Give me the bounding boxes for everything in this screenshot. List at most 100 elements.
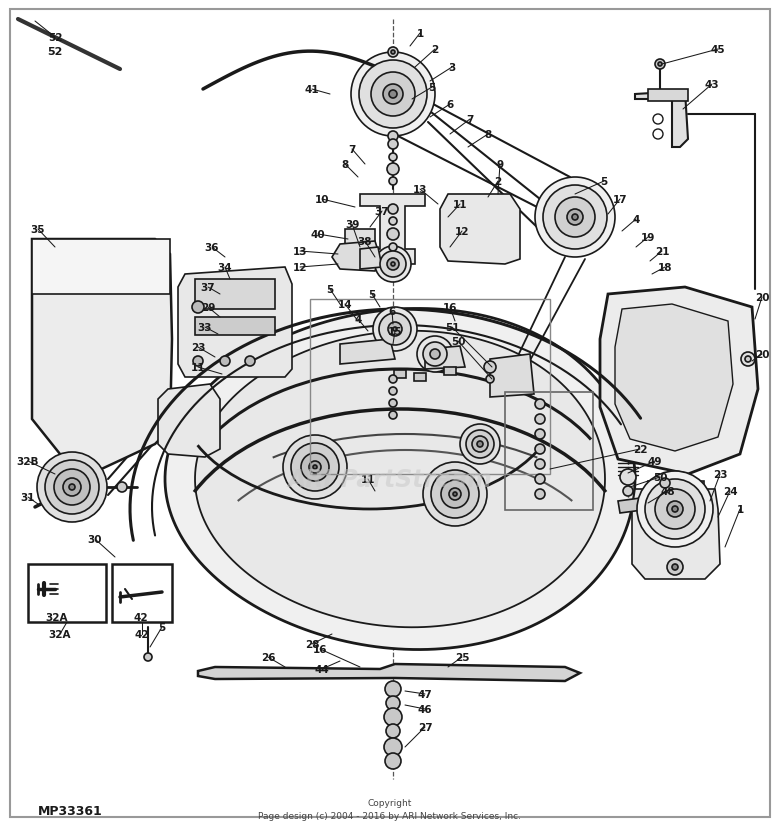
Bar [394, 370, 406, 379]
Circle shape [484, 361, 496, 374]
Circle shape [741, 352, 755, 366]
Circle shape [620, 470, 636, 485]
Bar [28, 564, 106, 622]
Text: 38: 38 [358, 237, 372, 246]
Text: 30: 30 [88, 534, 102, 544]
Circle shape [389, 154, 397, 162]
Polygon shape [198, 664, 580, 681]
Text: 5: 5 [158, 622, 165, 632]
Text: 8: 8 [484, 130, 491, 140]
Circle shape [69, 485, 75, 490]
Circle shape [417, 337, 453, 372]
Circle shape [291, 443, 339, 491]
Circle shape [387, 164, 399, 176]
Bar [310, 299, 550, 475]
Text: 22: 22 [633, 444, 647, 455]
Text: 27: 27 [417, 722, 432, 732]
Polygon shape [618, 497, 650, 514]
Circle shape [423, 342, 447, 366]
Circle shape [430, 350, 440, 360]
Text: 47: 47 [417, 689, 432, 699]
Circle shape [623, 486, 633, 496]
Text: 25: 25 [455, 653, 470, 662]
Circle shape [423, 462, 487, 526]
Text: 15: 15 [388, 327, 402, 337]
Circle shape [389, 91, 397, 99]
Text: 4: 4 [354, 314, 362, 325]
Text: 35: 35 [30, 225, 45, 235]
Text: 3: 3 [448, 63, 456, 73]
Circle shape [245, 356, 255, 366]
Circle shape [389, 412, 397, 419]
Polygon shape [345, 230, 375, 270]
Text: 32B: 32B [16, 457, 39, 466]
Circle shape [389, 244, 397, 251]
Text: 17: 17 [612, 195, 627, 205]
Text: 20: 20 [755, 293, 769, 303]
Circle shape [389, 388, 397, 395]
Text: 32A: 32A [46, 612, 69, 622]
Text: 10: 10 [315, 195, 329, 205]
Text: 29: 29 [200, 303, 215, 313]
Text: 49: 49 [647, 457, 662, 466]
Text: 12: 12 [292, 263, 307, 273]
Circle shape [472, 437, 488, 452]
Circle shape [667, 501, 683, 518]
Circle shape [572, 215, 578, 221]
Text: 16: 16 [443, 303, 457, 313]
Circle shape [535, 444, 545, 455]
Circle shape [313, 466, 317, 470]
Circle shape [388, 205, 398, 215]
Circle shape [385, 753, 401, 769]
Text: 2: 2 [495, 177, 502, 187]
Circle shape [385, 681, 401, 697]
Circle shape [645, 480, 705, 539]
Text: 23: 23 [713, 470, 727, 480]
Text: 12: 12 [455, 227, 470, 237]
Text: 41: 41 [305, 85, 319, 95]
Circle shape [460, 424, 500, 465]
Text: 44: 44 [314, 664, 329, 674]
Text: 11: 11 [191, 362, 205, 372]
Text: 34: 34 [218, 263, 232, 273]
Bar [648, 90, 688, 102]
Circle shape [193, 356, 203, 366]
Text: 20: 20 [755, 350, 769, 360]
Circle shape [637, 471, 713, 547]
Text: 48: 48 [661, 486, 675, 496]
Circle shape [380, 251, 406, 278]
Circle shape [386, 724, 400, 739]
Circle shape [535, 399, 545, 409]
Circle shape [535, 414, 545, 424]
Polygon shape [32, 240, 172, 480]
Text: 13: 13 [413, 184, 427, 195]
Circle shape [309, 461, 321, 473]
Text: 51: 51 [445, 323, 459, 332]
Text: 42: 42 [133, 612, 148, 622]
Polygon shape [165, 309, 635, 650]
Circle shape [220, 356, 230, 366]
Circle shape [387, 259, 399, 270]
Circle shape [660, 479, 670, 489]
Circle shape [658, 63, 662, 67]
Circle shape [391, 51, 395, 55]
Circle shape [371, 73, 415, 117]
Circle shape [54, 470, 90, 505]
Text: 11: 11 [360, 475, 375, 485]
Text: 37: 37 [374, 207, 389, 217]
Circle shape [386, 696, 400, 710]
Text: 19: 19 [641, 232, 655, 242]
Circle shape [384, 708, 402, 726]
Text: 43: 43 [704, 80, 719, 90]
Text: 28: 28 [305, 639, 319, 649]
Text: 6: 6 [388, 307, 395, 317]
Circle shape [384, 739, 402, 756]
Text: 46: 46 [417, 704, 432, 715]
Circle shape [655, 490, 695, 529]
Circle shape [387, 229, 399, 241]
Polygon shape [635, 92, 688, 148]
Text: MP33361: MP33361 [38, 805, 103, 818]
Polygon shape [615, 304, 733, 452]
Text: 2: 2 [431, 45, 438, 55]
Circle shape [535, 429, 545, 439]
